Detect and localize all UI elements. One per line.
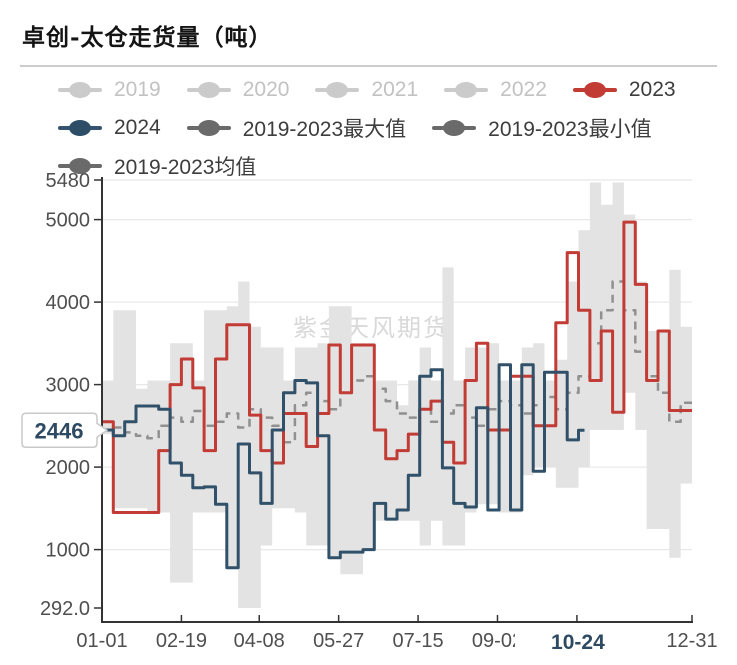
band-area-2019-2023最大值/最小值 bbox=[102, 182, 692, 608]
x-axis-label: 12-31 bbox=[666, 630, 717, 652]
legend-label: 2020 bbox=[242, 78, 290, 101]
series-line-2024 bbox=[102, 363, 585, 570]
x-axis-label: 09-02 bbox=[472, 630, 523, 652]
y-axis-label: 5000 bbox=[46, 210, 91, 232]
line-dot-icon bbox=[58, 157, 102, 175]
legend-label: 2019-2023最小值 bbox=[488, 118, 652, 141]
legend-label: 2024 bbox=[114, 116, 161, 139]
line-dot-icon bbox=[58, 119, 102, 137]
y-pointer-value[interactable]: 2446 bbox=[35, 418, 84, 443]
legend: 2019 2020 2021 2022 2023 2024 2019-2023最大值 2019… bbox=[58, 71, 676, 185]
line-dot-icon bbox=[444, 81, 489, 99]
x-pointer-label-box bbox=[514, 629, 640, 658]
legend-item-2021[interactable]: 2021 bbox=[315, 78, 418, 102]
legend-label: 2021 bbox=[371, 78, 419, 101]
legend-label: 2019 bbox=[114, 78, 161, 101]
y-axis-label: 292.0 bbox=[40, 598, 90, 620]
legend-item-2019-2023均值[interactable]: 2019-2023均值 bbox=[58, 151, 256, 181]
line-dot-icon bbox=[58, 81, 102, 99]
legend-item-2023[interactable]: 2023 bbox=[572, 78, 676, 102]
x-axis-label: 05-27 bbox=[313, 630, 364, 652]
watermark: 紫金天风期货 bbox=[293, 315, 449, 342]
y-axis-label: 1000 bbox=[46, 540, 91, 562]
line-dot-icon bbox=[432, 119, 477, 137]
y-axis-label: 3000 bbox=[46, 375, 91, 397]
y-pointer-badge bbox=[21, 412, 109, 449]
line-dot-icon bbox=[572, 81, 617, 99]
legend-row: 2024 2019-2023最大值 2019-2023最小值 bbox=[58, 109, 676, 147]
x-axis-label: 04-08 bbox=[234, 630, 285, 652]
x-axis-label: 01-01 bbox=[76, 630, 127, 652]
y-axis-label: 5480 bbox=[46, 170, 91, 192]
y-axis-label: 2000 bbox=[46, 457, 91, 479]
line-dot-icon bbox=[315, 81, 360, 99]
legend-item-2024[interactable]: 2024 bbox=[58, 116, 161, 140]
legend-row: 2019-2023均值 bbox=[58, 147, 676, 185]
legend-label: 2022 bbox=[500, 78, 547, 101]
legend-row: 2019 2020 2021 2022 2023 bbox=[58, 71, 676, 109]
legend-item-2019-2023最小值[interactable]: 2019-2023最小值 bbox=[432, 113, 652, 143]
series-line-2023 bbox=[102, 220, 692, 514]
page-title: 卓创-太仓走货量（吨） bbox=[22, 24, 273, 51]
legend-label: 2023 bbox=[628, 78, 676, 101]
legend-item-2019-2023最大值[interactable]: 2019-2023最大值 bbox=[186, 113, 407, 143]
legend-item-2019[interactable]: 2019 bbox=[58, 78, 161, 102]
legend-label: 2019-2023最大值 bbox=[242, 118, 407, 141]
legend-item-2020[interactable]: 2020 bbox=[186, 78, 290, 102]
legend-label: 2019-2023均值 bbox=[114, 156, 257, 179]
y-axis-label: 4000 bbox=[46, 292, 91, 314]
legend-item-2022[interactable]: 2022 bbox=[444, 78, 547, 102]
line-dot-icon bbox=[186, 119, 231, 137]
line-dot-icon bbox=[186, 81, 231, 99]
x-axis-label: 07-15 bbox=[392, 630, 443, 652]
x-axis-label: 02-19 bbox=[156, 630, 207, 652]
title-divider bbox=[20, 65, 717, 67]
x-pointer-label[interactable]: 10-24 bbox=[551, 631, 605, 654]
